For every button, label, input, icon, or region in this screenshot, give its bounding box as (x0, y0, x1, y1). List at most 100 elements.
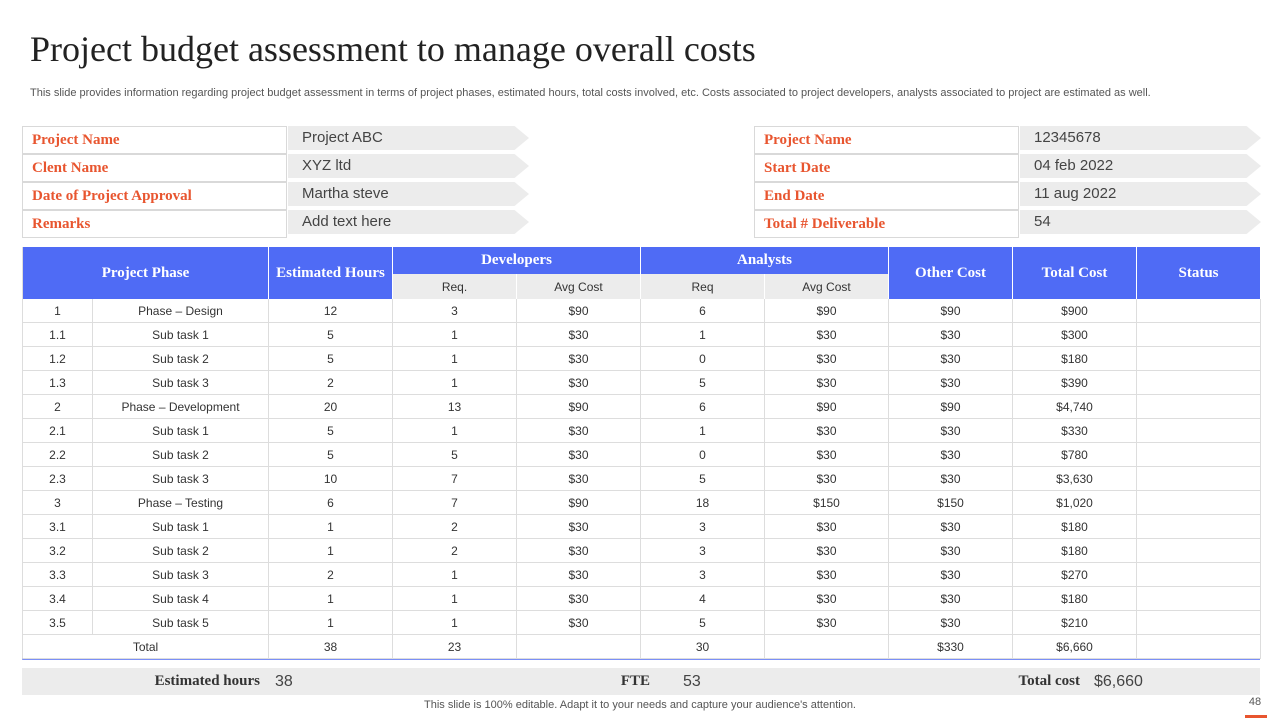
info-value: 04 feb 2022 (1020, 154, 1261, 178)
table-cell: 5 (269, 323, 393, 347)
table-cell: 13 (393, 395, 517, 419)
table-cell: Sub task 2 (93, 347, 269, 371)
status-cell (1137, 443, 1261, 467)
header-group: Developers (393, 247, 641, 274)
status-cell (1137, 539, 1261, 563)
table-cell: $90 (517, 491, 641, 515)
status-cell (1137, 371, 1261, 395)
table-cell: 3 (641, 539, 765, 563)
table-cell: $150 (765, 491, 889, 515)
total-cell (1137, 635, 1261, 659)
table-cell: 3.3 (23, 563, 93, 587)
table-cell: $780 (1013, 443, 1137, 467)
table-cell: 1 (393, 587, 517, 611)
table-cell: 2.3 (23, 467, 93, 491)
summary-value: $6,660 (1094, 673, 1143, 690)
status-cell (1137, 299, 1261, 323)
table-cell: 1 (641, 419, 765, 443)
info-label: Clent Name (22, 154, 287, 182)
table-cell: 3.5 (23, 611, 93, 635)
table-cell: 5 (393, 443, 517, 467)
info-value: Add text here (288, 210, 529, 234)
table-cell: 1 (269, 539, 393, 563)
table-cell: $4,740 (1013, 395, 1137, 419)
info-label: Start Date (754, 154, 1019, 182)
table-cell: $900 (1013, 299, 1137, 323)
table-cell: $30 (889, 467, 1013, 491)
table-cell: $390 (1013, 371, 1137, 395)
info-label: Project Name (22, 126, 287, 154)
table-cell: $30 (517, 419, 641, 443)
table-cell: 2.2 (23, 443, 93, 467)
table-cell: $30 (889, 371, 1013, 395)
table-cell: $30 (765, 347, 889, 371)
header-cell: Total Cost (1013, 247, 1137, 299)
table-cell: $30 (889, 587, 1013, 611)
table-cell: $30 (517, 515, 641, 539)
table-cell: Sub task 2 (93, 443, 269, 467)
table-cell: Sub task 3 (93, 563, 269, 587)
table-cell: $30 (517, 611, 641, 635)
summary-label: Estimated hours (154, 673, 260, 689)
table-cell: 2 (393, 515, 517, 539)
table-cell: $30 (889, 611, 1013, 635)
table-cell: $30 (765, 323, 889, 347)
title: Project budget assessment to manage over… (30, 29, 756, 69)
table-cell: $30 (765, 563, 889, 587)
table-cell: $300 (1013, 323, 1137, 347)
table-cell: 1 (393, 323, 517, 347)
table-cell: Sub task 3 (93, 371, 269, 395)
table-cell: $30 (765, 443, 889, 467)
table-cell: $30 (765, 515, 889, 539)
status-cell (1137, 563, 1261, 587)
table-cell: Sub task 4 (93, 587, 269, 611)
info-label: End Date (754, 182, 1019, 210)
table-cell: 5 (269, 347, 393, 371)
table-cell: $90 (765, 299, 889, 323)
table-cell: 1 (393, 563, 517, 587)
table-cell: $180 (1013, 515, 1137, 539)
table-cell: $30 (765, 587, 889, 611)
table-cell: $270 (1013, 563, 1137, 587)
table-cell: $30 (517, 467, 641, 491)
table-cell: $180 (1013, 347, 1137, 371)
table-cell: $30 (889, 323, 1013, 347)
table-cell: 3.4 (23, 587, 93, 611)
table-cell: $90 (517, 395, 641, 419)
table-cell: $150 (889, 491, 1013, 515)
table-cell: 1 (641, 323, 765, 347)
table-cell: 7 (393, 491, 517, 515)
table-cell: $3,630 (1013, 467, 1137, 491)
status-cell (1137, 419, 1261, 443)
table-cell: $30 (517, 323, 641, 347)
table-cell: 5 (641, 371, 765, 395)
table-cell: $30 (517, 539, 641, 563)
table-cell: $30 (889, 563, 1013, 587)
table-cell: $30 (517, 371, 641, 395)
table-cell: Phase – Development (93, 395, 269, 419)
table-cell: 5 (641, 467, 765, 491)
table-cell: Sub task 1 (93, 515, 269, 539)
table-cell: $30 (765, 419, 889, 443)
info-value: XYZ ltd (288, 154, 529, 178)
table-cell: 7 (393, 467, 517, 491)
info-value: Martha steve (288, 182, 529, 206)
summary-label: Total cost (1018, 673, 1080, 689)
table-cell: 12 (269, 299, 393, 323)
header-cell: Status (1137, 247, 1261, 299)
table-cell: 2 (269, 371, 393, 395)
footer: This slide is 100% editable. Adapt it to… (424, 699, 856, 711)
table-cell: 3 (641, 515, 765, 539)
table-cell: 2.1 (23, 419, 93, 443)
table-cell: 1 (23, 299, 93, 323)
table-cell: $30 (889, 347, 1013, 371)
table-cell: 2 (269, 563, 393, 587)
table-cell: Sub task 5 (93, 611, 269, 635)
total-cell: $330 (889, 635, 1013, 659)
table-cell: 3 (23, 491, 93, 515)
header-group: Analysts (641, 247, 889, 274)
table-cell: $30 (765, 611, 889, 635)
subheader-cell: Avg Cost (765, 274, 889, 299)
table-cell: Sub task 1 (93, 419, 269, 443)
